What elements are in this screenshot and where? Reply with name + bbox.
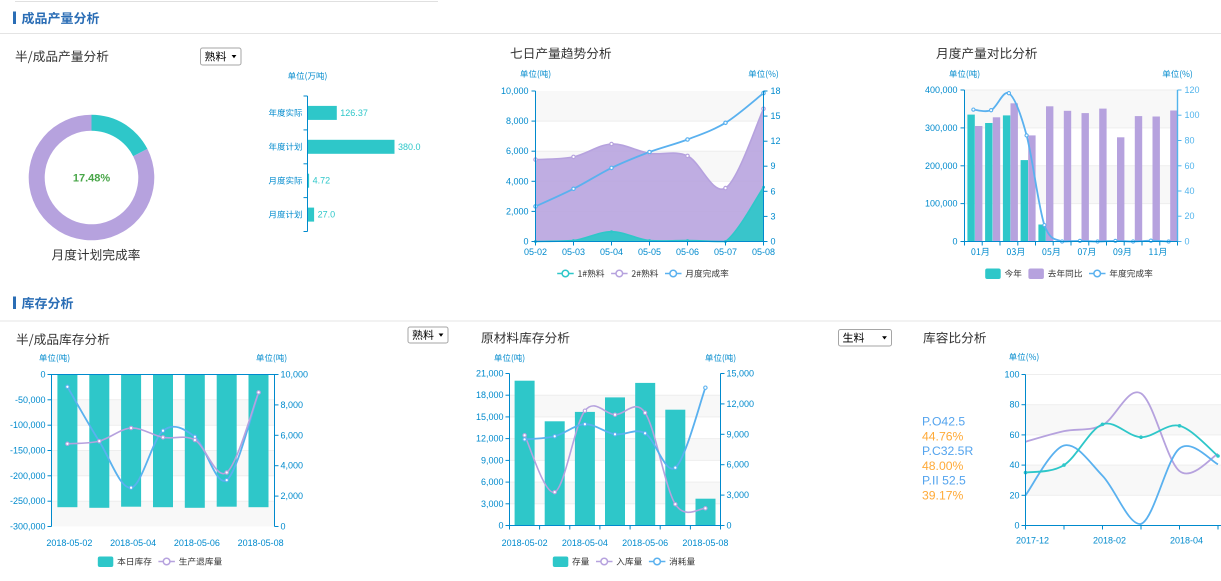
svg-text:44.76%: 44.76%: [922, 429, 963, 443]
svg-text:380.0: 380.0: [398, 142, 421, 152]
svg-text:80: 80: [1009, 400, 1019, 410]
svg-text:200,000: 200,000: [925, 161, 958, 171]
svg-text:0: 0: [281, 522, 286, 532]
svg-text:2018-04: 2018-04: [1170, 536, 1203, 546]
svg-text:4.72: 4.72: [313, 176, 331, 186]
svg-text:9,000: 9,000: [481, 455, 504, 465]
svg-text:6,000: 6,000: [506, 146, 529, 156]
svg-text:8,000: 8,000: [506, 116, 529, 126]
svg-text:4,000: 4,000: [506, 176, 529, 186]
svg-text:8,000: 8,000: [281, 400, 304, 410]
svg-text:0: 0: [727, 521, 732, 531]
svg-text:0: 0: [952, 237, 957, 247]
svg-text:3,000: 3,000: [481, 499, 504, 509]
svg-text:100,000: 100,000: [925, 199, 958, 209]
svg-text:2018-05-06: 2018-05-06: [174, 538, 220, 548]
svg-text:3: 3: [771, 211, 776, 221]
svg-text:2018-05-04: 2018-05-04: [110, 538, 156, 548]
svg-text:21,000: 21,000: [476, 369, 504, 379]
svg-text:126.37: 126.37: [340, 108, 368, 118]
svg-text:05-03: 05-03: [562, 247, 585, 257]
svg-text:2018-05-08: 2018-05-08: [238, 538, 284, 548]
svg-text:05-04: 05-04: [600, 247, 623, 257]
svg-text:0: 0: [771, 237, 776, 247]
svg-text:2018-05-02: 2018-05-02: [502, 538, 548, 548]
svg-text:39.17%: 39.17%: [922, 489, 963, 503]
svg-text:P.O42.5: P.O42.5: [922, 415, 965, 429]
svg-text:15,000: 15,000: [476, 412, 504, 422]
svg-text:2018-05-04: 2018-05-04: [562, 538, 608, 548]
svg-text:80: 80: [1185, 136, 1195, 146]
svg-text:12,000: 12,000: [476, 434, 504, 444]
svg-text:120: 120: [1185, 85, 1200, 95]
svg-text:10,000: 10,000: [281, 370, 309, 380]
svg-text:40: 40: [1009, 460, 1019, 470]
svg-text:05-08: 05-08: [752, 247, 775, 257]
svg-text:15: 15: [771, 111, 781, 121]
svg-text:2018-05-02: 2018-05-02: [46, 538, 92, 548]
svg-text:-100,000: -100,000: [10, 420, 46, 430]
svg-text:2017-12: 2017-12: [1016, 536, 1049, 546]
svg-text:05-02: 05-02: [524, 247, 547, 257]
svg-text:-250,000: -250,000: [10, 496, 46, 506]
svg-text:4,000: 4,000: [281, 461, 304, 471]
svg-text:-50,000: -50,000: [15, 395, 46, 405]
svg-text:0: 0: [1185, 237, 1190, 247]
svg-text:15,000: 15,000: [727, 369, 755, 379]
svg-text:-200,000: -200,000: [10, 471, 46, 481]
svg-text:400,000: 400,000: [925, 85, 958, 95]
svg-text:27.0: 27.0: [318, 210, 336, 220]
svg-text:12,000: 12,000: [727, 399, 755, 409]
svg-text:P.II 52.5: P.II 52.5: [922, 474, 966, 488]
svg-text:40: 40: [1185, 186, 1195, 196]
svg-text:0: 0: [523, 237, 528, 247]
svg-text:17.48%: 17.48%: [73, 173, 111, 185]
svg-text:2018-05-06: 2018-05-06: [622, 538, 668, 548]
svg-text:05-05: 05-05: [638, 247, 661, 257]
svg-text:6,000: 6,000: [281, 430, 304, 440]
svg-text:100: 100: [1004, 370, 1019, 380]
svg-text:6,000: 6,000: [481, 477, 504, 487]
svg-text:2018-05-08: 2018-05-08: [682, 538, 728, 548]
svg-text:20: 20: [1185, 211, 1195, 221]
svg-text:6: 6: [771, 186, 776, 196]
svg-text:48.00%: 48.00%: [922, 459, 963, 473]
svg-text:0: 0: [40, 370, 45, 380]
svg-text:18: 18: [771, 86, 781, 96]
svg-text:-150,000: -150,000: [10, 446, 46, 456]
svg-text:2,000: 2,000: [281, 491, 304, 501]
svg-text:2,000: 2,000: [506, 206, 529, 216]
svg-text:05-06: 05-06: [676, 247, 699, 257]
svg-text:60: 60: [1009, 430, 1019, 440]
svg-text:3,000: 3,000: [727, 490, 750, 500]
svg-text:0: 0: [498, 521, 503, 531]
svg-text:-300,000: -300,000: [10, 522, 46, 532]
svg-text:2018-02: 2018-02: [1093, 536, 1126, 546]
svg-text:10,000: 10,000: [501, 86, 529, 96]
svg-text:P.C32.5R: P.C32.5R: [922, 444, 973, 458]
svg-text:100: 100: [1185, 110, 1200, 120]
svg-text:0: 0: [1014, 521, 1019, 531]
svg-text:18,000: 18,000: [476, 390, 504, 400]
svg-text:6,000: 6,000: [727, 460, 750, 470]
svg-text:9: 9: [771, 161, 776, 171]
svg-text:60: 60: [1185, 161, 1195, 171]
svg-text:9,000: 9,000: [727, 429, 750, 439]
svg-text:05-07: 05-07: [714, 247, 737, 257]
svg-text:12: 12: [771, 136, 781, 146]
svg-text:300,000: 300,000: [925, 123, 958, 133]
svg-text:20: 20: [1009, 490, 1019, 500]
